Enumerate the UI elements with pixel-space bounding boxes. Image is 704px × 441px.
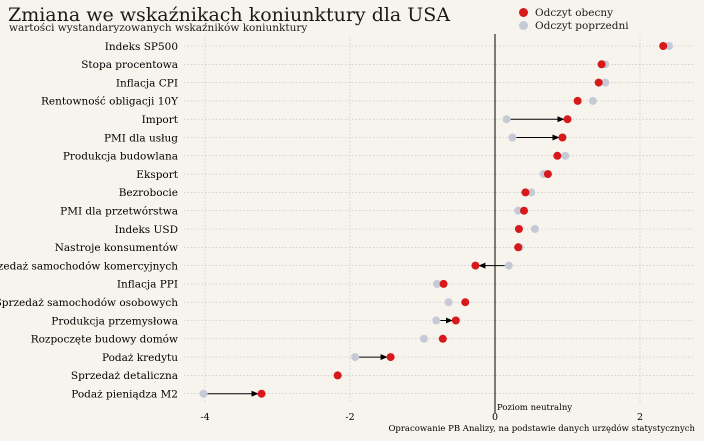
category-label: Rozpoczęte budowy domów [31,334,178,346]
point-current [543,170,552,179]
source-note: Opracowanie PB Analizy, na podstawie dan… [388,423,695,434]
category-label: Podaż kredytu [102,352,178,364]
legend-item-current: Odczyt obecny [519,6,629,19]
point-current [573,96,582,105]
x-tick-label: 0 [492,412,498,423]
legend-label-previous: Odczyt poprzedni [535,19,629,32]
point-current [594,78,603,87]
point-previous [508,133,517,142]
point-previous [588,96,597,105]
point-previous [561,151,570,160]
point-current [471,261,480,270]
category-label: Stopa procentowa [81,59,178,71]
point-current [386,353,395,362]
point-current [597,60,606,69]
point-previous [199,389,208,398]
category-label: Indeks SP500 [105,41,178,53]
point-previous [530,225,539,233]
point-current [514,243,523,252]
legend-item-previous: Odczyt poprzedni [519,19,629,32]
category-label: PMI dla usług [104,132,178,144]
category-labels: Indeks SP500 Stopa procentowa Inflacja CPI… [0,41,179,401]
point-previous [514,206,523,215]
category-label: Rentowność obligacji 10Y [41,95,179,108]
point-previous [601,78,610,87]
legend-marker-current [519,8,528,17]
category-label: Eksport [136,169,178,181]
category-label: Sprzedaż detaliczna [71,370,178,382]
point-current [439,279,448,288]
category-label: Nastroje konsumentów [55,242,178,254]
point-previous [419,334,428,343]
point-current [438,334,447,343]
category-label: Sprzedaż samochodów komercyjnych [0,260,178,272]
category-label: Inflacja CPI [116,77,178,89]
chart-subtitle: wartości wystandaryzowanych wskaźników k… [9,22,308,34]
change-arrows [207,116,565,397]
point-current [563,115,572,124]
category-label: Sprzedaż samochodów osobowych [0,297,178,309]
category-label: Podaż pieniądza M2 [71,389,178,401]
grid [184,34,694,413]
chart-title: Zmiana we wskaźnikach koniunktury dla US… [8,4,451,26]
category-label: Inflacja PPI [117,279,178,291]
point-current [333,371,342,380]
point-current [257,389,266,398]
category-label: PMI dla przetwórstwa [60,206,178,218]
point-previous [433,279,441,288]
neutral-level-annotation: Poziom neutralny [497,403,572,413]
legend-label-current: Odczyt obecny [535,6,614,19]
legend-marker-previous [519,21,528,30]
point-current [461,298,470,307]
x-tick-label: -2 [345,412,354,423]
legend: Odczyt obecny Odczyt poprzedni [519,6,629,32]
x-tick-label: 2 [637,412,643,423]
x-tick-label: -4 [200,412,209,423]
point-previous [444,298,453,307]
point-current [521,188,530,197]
point-previous [665,42,673,50]
point-current [514,225,523,233]
point-current [558,133,567,142]
point-previous [432,316,441,325]
data-points [199,42,673,398]
point-previous [527,188,536,197]
point-current [451,316,460,325]
point-current [659,42,668,50]
point-current [553,151,562,160]
category-label: Indeks USD [115,224,178,236]
category-label: Produkcja przemysłowa [51,315,178,327]
point-previous [351,353,360,362]
point-previous [504,261,513,270]
point-previous [502,115,511,124]
category-label: Produkcja budowlana [63,151,178,163]
category-label: Bezrobocie [119,187,178,199]
point-current [520,206,528,215]
x-axis-ticks: -4 -2 0 2 [200,412,643,423]
category-label: Import [142,114,179,126]
